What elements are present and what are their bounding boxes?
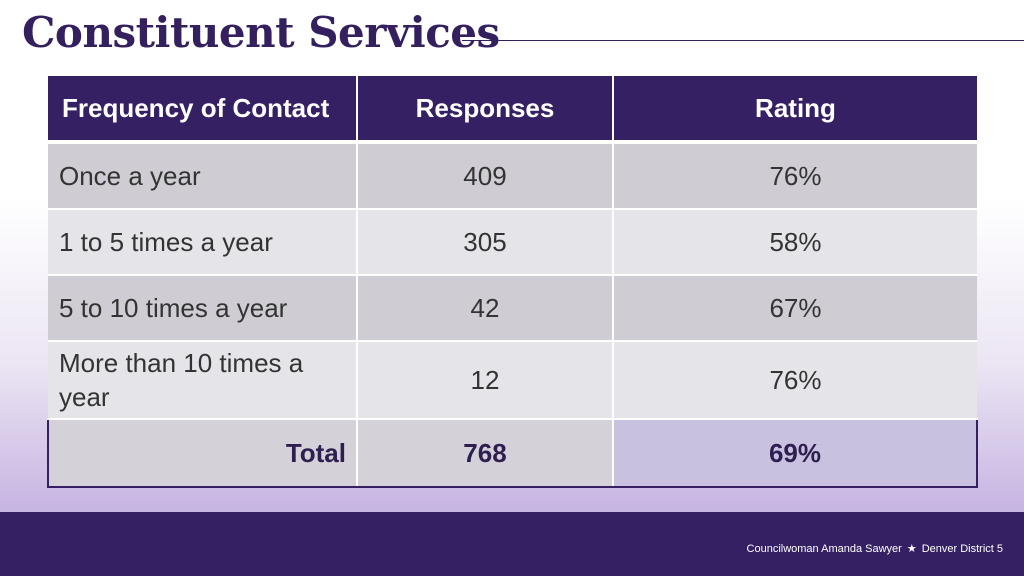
footer-district: Denver District 5 [921,543,1003,555]
table-row: 1 to 5 times a year 305 58% [48,209,977,276]
frequency-cell: 1 to 5 times a year [48,209,358,276]
rating-cell: 76% [613,341,977,420]
frequency-cell: Once a year [48,142,358,210]
total-responses: 768 [357,418,614,488]
page-title: Constituent Services [22,8,500,57]
constituent-services-table: Frequency of Contact Responses Rating On… [47,76,978,488]
table-row: More than 10 times a year 12 76% [48,341,977,420]
rating-cell: 58% [613,209,977,276]
header-rating: Rating [613,76,977,144]
rating-cell: 76% [613,142,977,210]
star-icon: ★ [906,543,917,555]
footer-credit: Councilwoman Amanda Sawyer ★ Denver Distri… [747,542,1003,555]
total-label: Total [47,418,358,488]
rating-cell: 67% [613,275,977,342]
header-frequency: Frequency of Contact [48,76,358,144]
header-responses: Responses [357,76,614,144]
responses-cell: 409 [357,142,614,210]
footer-bar: Councilwoman Amanda Sawyer ★ Denver Distri… [0,512,1024,576]
table-header-row: Frequency of Contact Responses Rating [48,76,977,144]
responses-cell: 305 [357,209,614,276]
responses-cell: 42 [357,275,614,342]
table-row: 5 to 10 times a year 42 67% [48,275,977,342]
responses-cell: 12 [357,341,614,420]
total-rating: 69% [613,418,978,488]
footer-name: Councilwoman Amanda Sawyer [746,543,902,555]
frequency-cell: 5 to 10 times a year [48,275,358,342]
table-row: Once a year 409 76% [48,142,977,210]
frequency-cell: More than 10 times a year [48,341,358,420]
total-row: Total 768 69% [47,418,978,488]
title-divider [462,40,1024,41]
